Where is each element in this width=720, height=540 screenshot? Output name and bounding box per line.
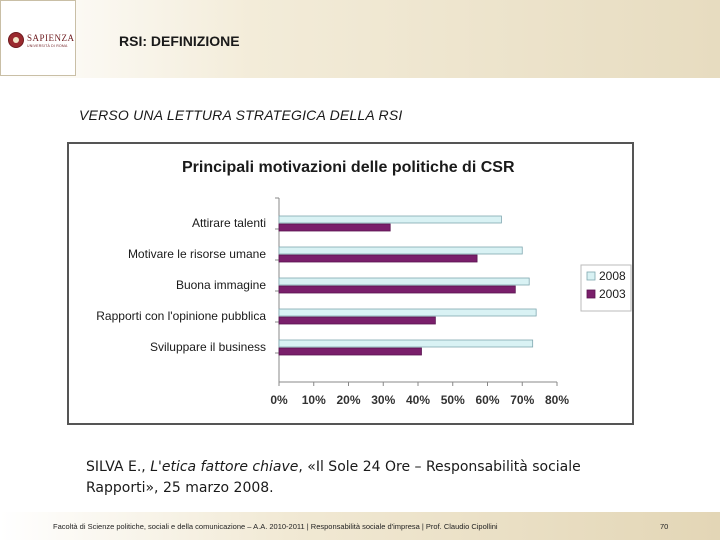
x-tick-label: 80% <box>545 393 569 407</box>
x-tick-label: 20% <box>336 393 360 407</box>
category-label: Rapporti con l'opinione pubblica <box>96 309 266 323</box>
category-label: Buona immagine <box>176 278 266 292</box>
citation-line-2: Rapporti», 25 marzo 2008. <box>86 480 274 496</box>
x-tick-label: 40% <box>406 393 430 407</box>
citation-part-2: , «Il Sole 24 Ore – Responsabilità socia… <box>298 459 581 475</box>
university-logo: SAPIENZA UNIVERSITÀ DI ROMA <box>0 0 76 76</box>
bar-2003-1 <box>278 223 391 232</box>
footer-band: Facoltà di Scienze politiche, sociali e … <box>0 512 720 540</box>
slide-subtitle: VERSO UNA LETTURA STRATEGICA DELLA RSI <box>79 107 403 123</box>
logo-subtitle: UNIVERSITÀ DI ROMA <box>27 44 68 48</box>
bar-2008-2 <box>278 246 523 255</box>
x-tick-label: 0% <box>270 393 288 407</box>
x-tick-label: 60% <box>475 393 499 407</box>
bar-2003-3 <box>278 285 516 294</box>
legend-label-2003: 2003 <box>599 287 626 301</box>
bar-2008-5 <box>278 339 534 348</box>
footer-text: Facoltà di Scienze politiche, sociali e … <box>53 522 498 531</box>
slide-title: RSI: DEFINIZIONE <box>119 33 240 49</box>
citation-italic: L'etica fattore chiave <box>150 459 299 475</box>
category-label: Sviluppare il business <box>150 340 266 354</box>
page-number: 70 <box>660 522 669 531</box>
bar-2003-2 <box>278 254 478 263</box>
bar-2008-1 <box>278 215 502 224</box>
legend-swatch-2003 <box>586 289 596 299</box>
x-tick-label: 50% <box>441 393 465 407</box>
legend-box <box>580 264 632 312</box>
category-label: Attirare talenti <box>192 216 266 230</box>
x-tick-label: 10% <box>302 393 326 407</box>
chart-title: Principali motivazioni delle politiche d… <box>182 159 515 176</box>
x-tick-label: 30% <box>371 393 395 407</box>
bar-2003-4 <box>278 316 436 325</box>
x-tick-label: 70% <box>510 393 534 407</box>
citation-part-1: SILVA E., <box>86 459 151 475</box>
bar-2003-5 <box>278 347 422 356</box>
category-label: Motivare le risorse umane <box>128 247 266 261</box>
header-band: SAPIENZA UNIVERSITÀ DI ROMA RSI: DEFINIZ… <box>0 0 720 78</box>
logo-name: SAPIENZA <box>27 33 75 43</box>
citation: SILVA E., L'etica fattore chiave, «Il So… <box>86 457 646 499</box>
legend-label-2008: 2008 <box>599 269 626 283</box>
bar-chart: Principali motivazioni delle politiche d… <box>96 159 632 407</box>
legend-swatch-2008 <box>586 271 596 281</box>
chart-frame: Principali motivazioni delle politiche d… <box>67 142 634 425</box>
bar-2008-3 <box>278 277 530 286</box>
seal-icon <box>8 32 24 48</box>
bar-2008-4 <box>278 308 537 317</box>
